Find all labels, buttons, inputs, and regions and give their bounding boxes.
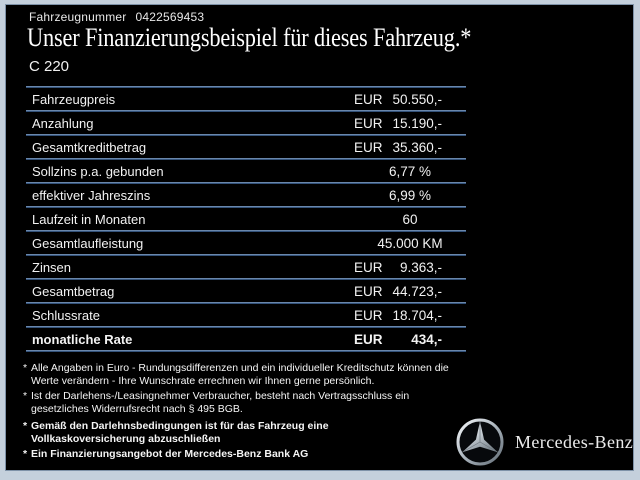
divider: [26, 134, 466, 136]
row-currency: EUR: [354, 91, 383, 107]
row-value: 434,-: [411, 331, 442, 347]
table-row: Anzahlung EUR 15.190,-: [26, 112, 466, 134]
table-row: Laufzeit in Monaten 60: [26, 208, 466, 230]
row-label: effektiver Jahreszins: [32, 187, 151, 203]
row-label: monatliche Rate: [32, 331, 133, 347]
divider: [26, 350, 466, 352]
footnote-text: gesetzliches Widerrufsrecht nach § 495 B…: [31, 402, 243, 415]
footnote-text: Ein Finanzierungsangebot der Mercedes-Be…: [31, 448, 309, 460]
row-label: Sollzins p.a. gebunden: [32, 163, 164, 179]
row-value: 50.550,-: [392, 91, 442, 107]
row-value: 6,99 %: [388, 187, 432, 203]
footnote: * Gemäß den Darlehnsbedingungen ist für …: [23, 420, 478, 445]
footnote-text: Alle Angaben in Euro - Rundungsdifferenz…: [31, 362, 449, 374]
divider: [26, 158, 466, 160]
footnote-marker: *: [23, 390, 28, 402]
table-row-monthly-rate: monatliche Rate EUR 434,-: [26, 328, 466, 350]
row-label: Anzahlung: [32, 115, 94, 131]
table-row: Gesamtbetrag EUR 44.723,-: [26, 280, 466, 302]
page-title: Unser Finanzierungsbeispiel für dieses F…: [27, 23, 472, 52]
row-label: Gesamtkreditbetrag: [32, 139, 147, 155]
row-currency: EUR: [354, 331, 383, 347]
footnote: * Ein Finanzierungsangebot der Mercedes-…: [23, 448, 478, 461]
footnote-marker: *: [23, 448, 28, 460]
row-value: 45.000 KM: [377, 235, 443, 251]
brand-wordmark: Mercedes-Benz: [515, 431, 634, 452]
row-currency: EUR: [354, 115, 383, 131]
divider: [26, 302, 466, 304]
table-row: Sollzins p.a. gebunden 6,77 %: [26, 160, 466, 182]
vehicle-number: Fahrzeugnummer 0422569453: [29, 10, 204, 24]
footnote-marker: *: [23, 420, 28, 432]
row-label: Fahrzeugpreis: [32, 91, 116, 107]
footnote: * Ist der Darlehens-/Leasingnehmer Verbr…: [23, 390, 478, 415]
row-label: Laufzeit in Monaten: [32, 211, 146, 227]
finance-display-panel: Fahrzeugnummer 0422569453 Unser Finanzier…: [5, 4, 634, 471]
divider: [26, 230, 466, 232]
table-row: Gesamtlaufleistung 45.000 KM: [26, 232, 466, 254]
vehicle-number-value: 0422569453: [135, 10, 205, 24]
table-row: Gesamtkreditbetrag EUR 35.360,-: [26, 136, 466, 158]
financing-table: Fahrzeugpreis EUR 50.550,- Anzahlung EUR 1…: [26, 86, 466, 352]
divider: [26, 278, 466, 280]
vehicle-model: C 220: [29, 58, 70, 75]
row-value: 9.363,-: [399, 259, 442, 275]
row-currency: EUR: [354, 259, 383, 275]
row-label: Gesamtbetrag: [32, 283, 115, 299]
divider: [26, 326, 466, 328]
table-row: Fahrzeugpreis EUR 50.550,-: [26, 88, 466, 110]
row-value: 35.360,-: [392, 139, 442, 155]
row-value: 18.704,-: [392, 307, 442, 323]
footnote-text: Ist der Darlehens-/Leasingnehmer Verbrau…: [31, 390, 410, 402]
footnote-text: Werte verändern - Ihre Wunschrate errech…: [31, 374, 375, 387]
brand-block: Mercedes-Benz: [455, 417, 633, 467]
footnote-marker: *: [23, 362, 28, 374]
row-currency: EUR: [354, 283, 383, 299]
row-currency: EUR: [354, 139, 383, 155]
row-label: Zinsen: [32, 259, 72, 275]
table-row: effektiver Jahreszins 6,99 %: [26, 184, 466, 206]
mercedes-star-icon: [456, 418, 504, 466]
table-row: Schlussrate EUR 18.704,-: [26, 304, 466, 326]
divider: [26, 206, 466, 208]
row-value: 44.723,-: [392, 283, 442, 299]
row-value: 60: [402, 211, 418, 227]
divider: [26, 86, 466, 88]
footnotes: * Alle Angaben in Euro - Rundungsdiffere…: [23, 362, 478, 464]
footnote-text: Gemäß den Darlehnsbedingungen ist für da…: [31, 420, 329, 432]
row-label: Gesamtlaufleistung: [32, 235, 144, 251]
vehicle-number-label: Fahrzeugnummer: [29, 10, 127, 24]
row-value: 6,77 %: [388, 163, 432, 179]
footnote: * Alle Angaben in Euro - Rundungsdiffere…: [23, 362, 478, 387]
divider: [26, 254, 466, 256]
footnote-text: Vollkaskoversicherung abzuschließen: [31, 432, 221, 445]
divider: [26, 110, 466, 112]
divider: [26, 182, 466, 184]
row-label: Schlussrate: [32, 307, 100, 323]
row-value: 15.190,-: [392, 115, 442, 131]
row-currency: EUR: [354, 307, 383, 323]
table-row: Zinsen EUR 9.363,-: [26, 256, 466, 278]
